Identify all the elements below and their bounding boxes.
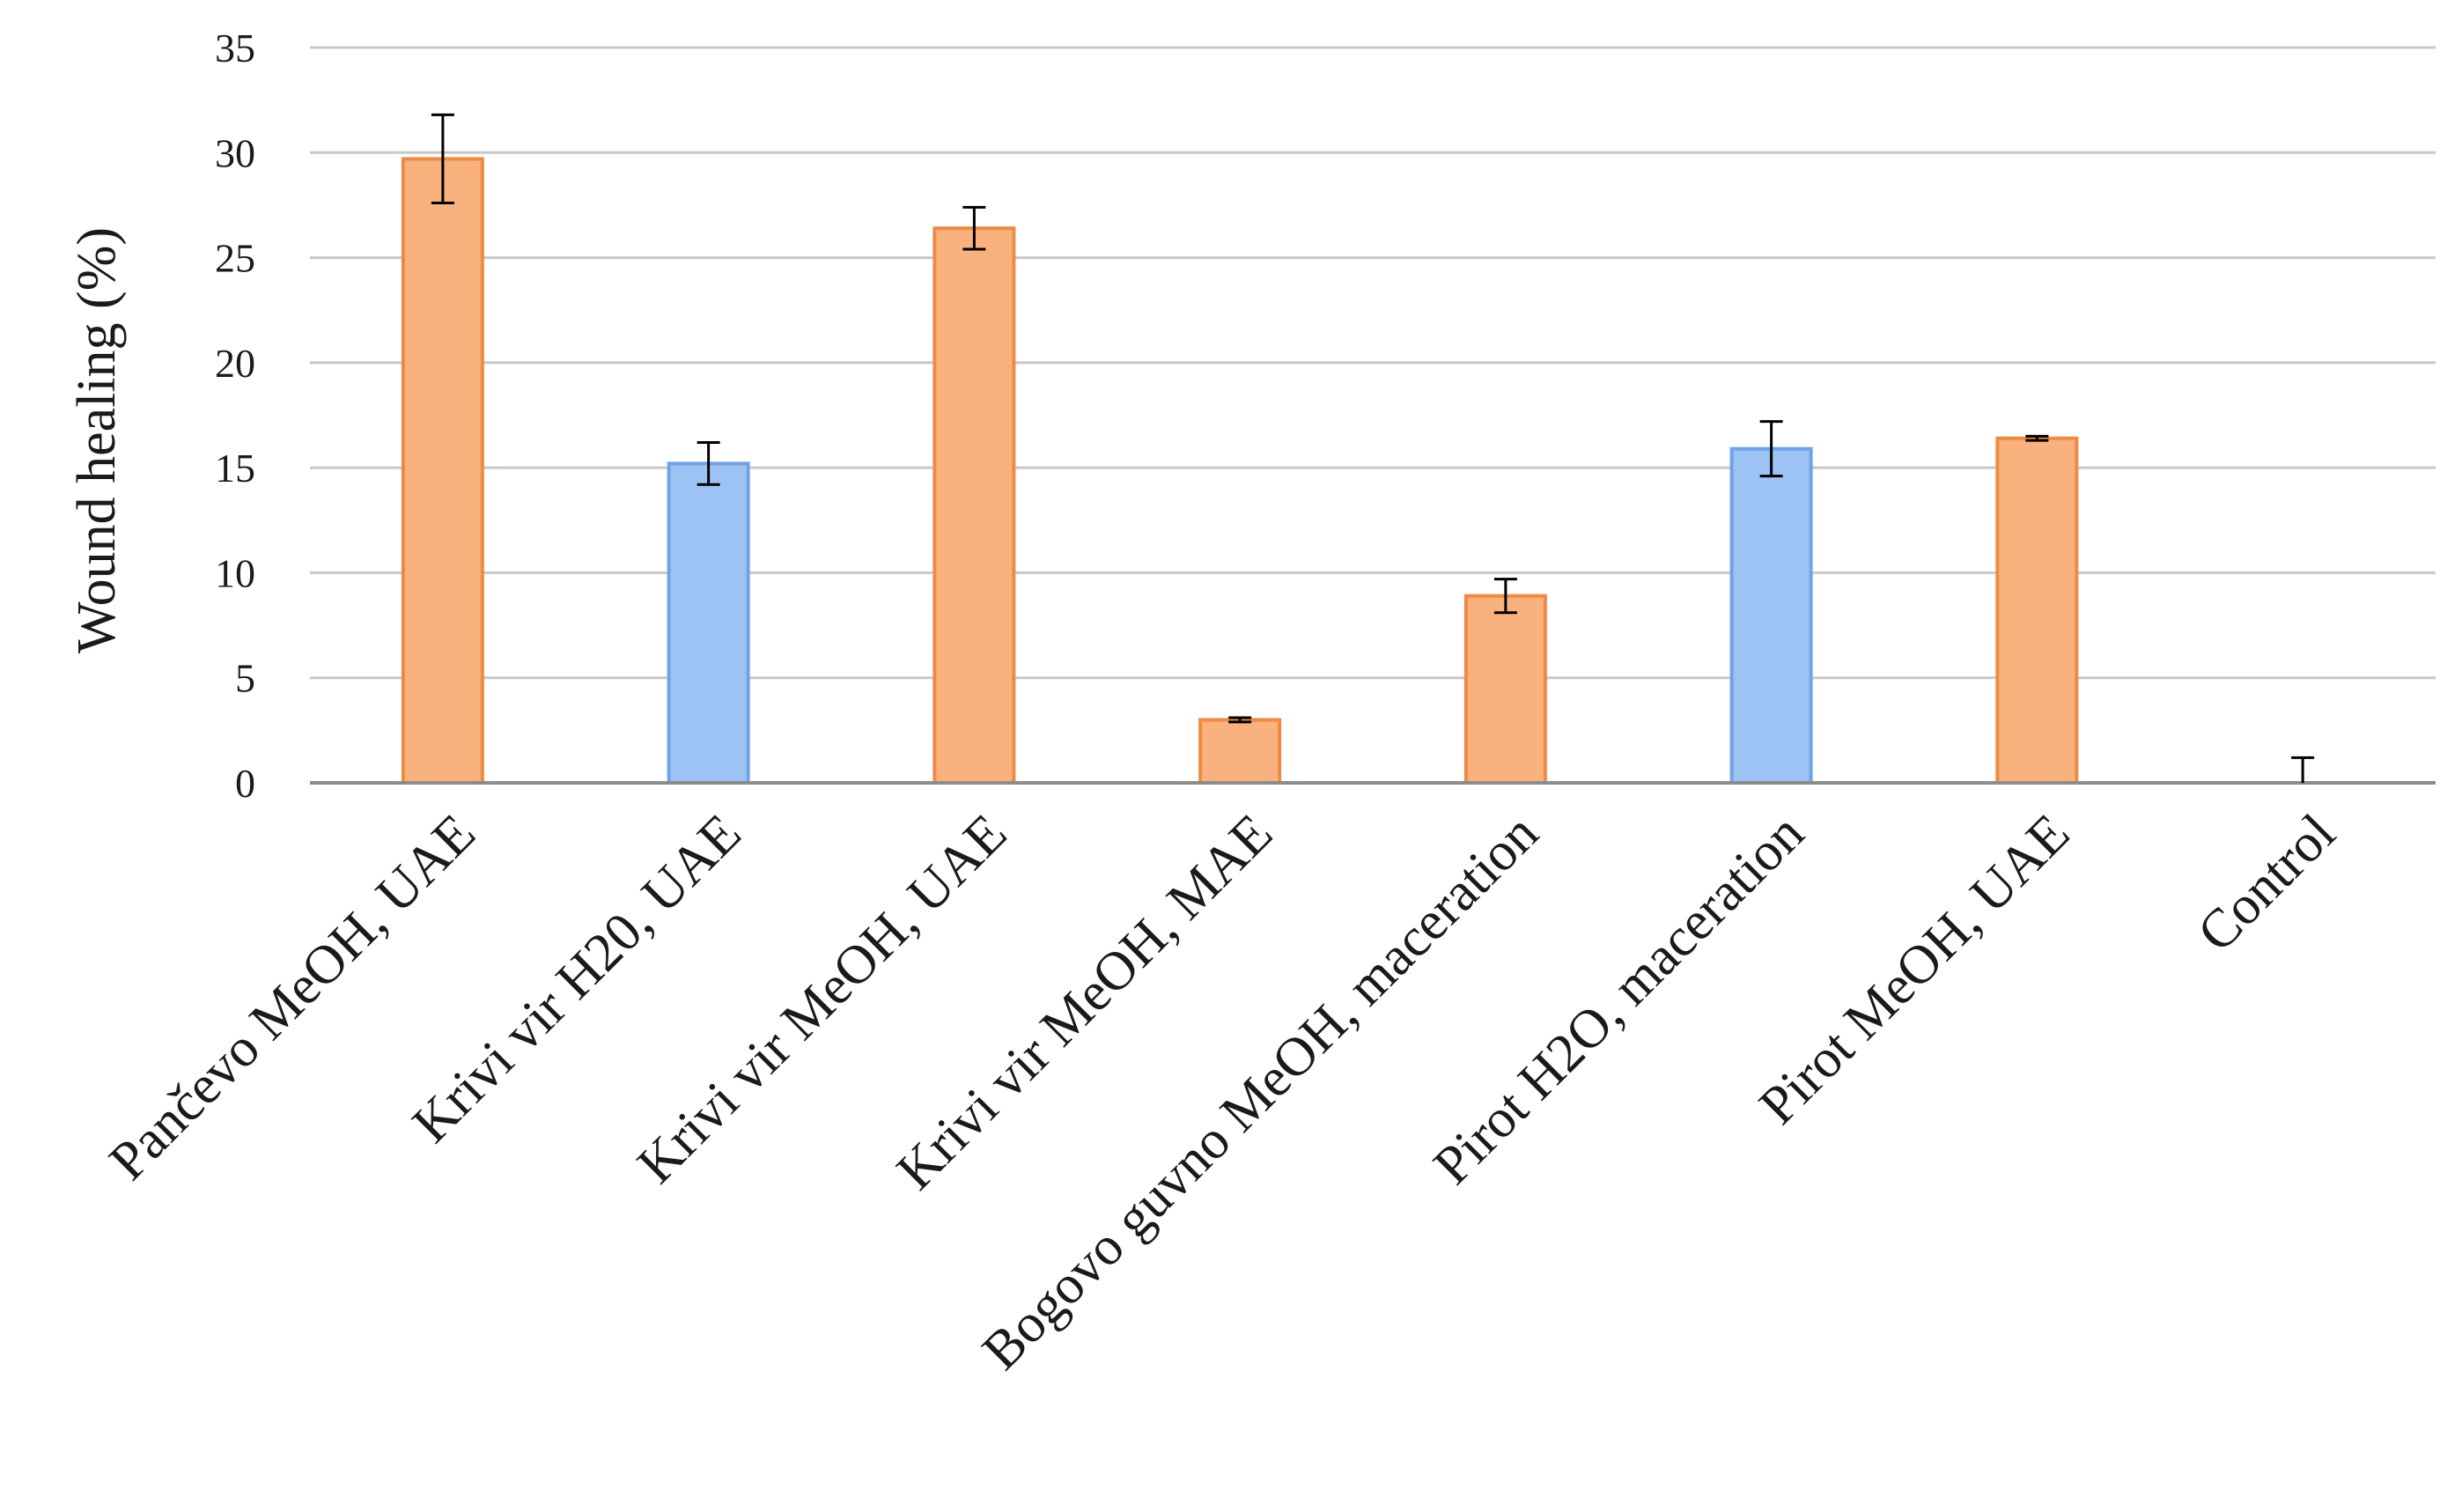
error-bar bbox=[962, 205, 986, 251]
error-bar bbox=[697, 441, 720, 486]
bar bbox=[667, 461, 750, 785]
x-tick-label: Control bbox=[2186, 803, 2347, 963]
bar bbox=[1729, 446, 1813, 785]
error-bar bbox=[2291, 756, 2315, 783]
y-axis-title: Wound healing (%) bbox=[67, 227, 127, 653]
error-bar bbox=[1759, 420, 1783, 478]
y-tick-label: 20 bbox=[215, 341, 255, 386]
error-bars bbox=[431, 113, 2315, 783]
x-tick-label: Bogovo guvno MeOH, maceration bbox=[971, 803, 1550, 1382]
error-bar bbox=[1228, 716, 1252, 724]
y-tick-label: 5 bbox=[235, 656, 255, 701]
y-tick-label: 0 bbox=[235, 761, 255, 806]
bar bbox=[1995, 436, 2079, 785]
error-bar bbox=[1493, 578, 1517, 615]
y-tick-label: 25 bbox=[215, 236, 255, 281]
y-tick-label: 30 bbox=[215, 130, 255, 175]
y-tick-label: 10 bbox=[215, 550, 255, 595]
y-tick-labels: 0 5 10 15 20 25 30 35 bbox=[215, 26, 255, 806]
bar bbox=[932, 226, 1016, 785]
bar bbox=[1463, 594, 1547, 786]
error-bar bbox=[431, 113, 454, 205]
error-bar bbox=[2025, 434, 2049, 442]
y-tick-label: 15 bbox=[215, 446, 255, 490]
bar bbox=[1198, 718, 1282, 786]
gridlines bbox=[310, 46, 2436, 680]
bar bbox=[401, 157, 484, 785]
bars bbox=[401, 157, 2079, 786]
y-tick-label: 35 bbox=[215, 26, 255, 70]
